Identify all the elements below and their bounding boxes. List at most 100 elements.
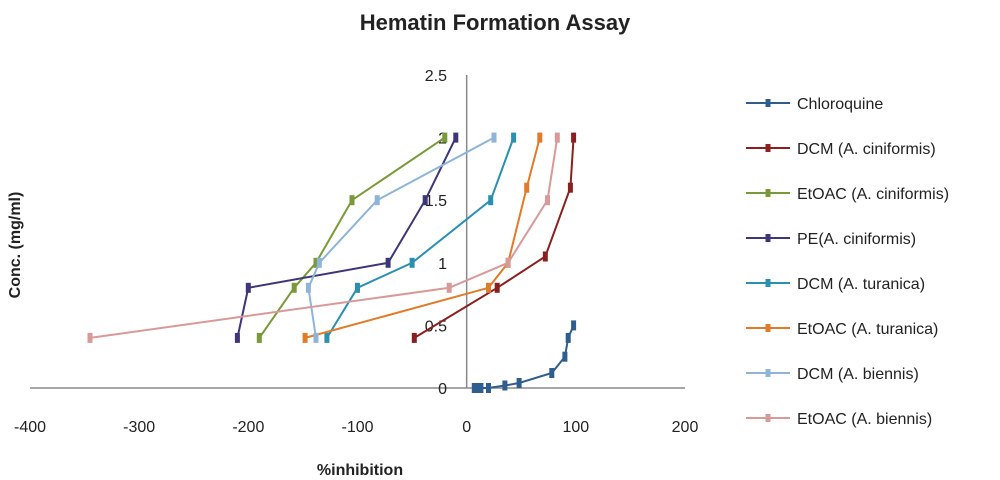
legend-label: PE(A. ciniformis)	[797, 231, 916, 248]
legend-swatch-marker	[765, 234, 771, 242]
axes	[30, 75, 685, 389]
legend-label: DCM (A. biennis)	[797, 366, 919, 383]
legend-label: DCM (A. ciniformis)	[797, 141, 936, 158]
legend-item: EtOAC (A. turanica)	[746, 321, 938, 338]
data-point	[478, 383, 484, 393]
legend-swatch-marker	[765, 324, 771, 332]
data-point	[422, 195, 428, 206]
x-tick-label: -400	[14, 419, 46, 436]
data-point	[453, 132, 459, 143]
data-point	[571, 320, 577, 331]
legend-swatch-marker	[765, 144, 771, 152]
legend-item: DCM (A. ciniformis)	[746, 141, 936, 158]
data-point	[562, 351, 568, 362]
data-point	[516, 378, 522, 388]
data-point	[545, 195, 550, 206]
data-point	[475, 383, 481, 393]
legend-swatch-marker	[765, 369, 771, 377]
data-point	[305, 282, 311, 293]
data-point	[355, 282, 360, 293]
series-3	[256, 132, 448, 343]
data-point	[291, 282, 297, 293]
y-tick-label: 1.5	[425, 193, 447, 210]
data-point	[486, 282, 491, 293]
x-axis-label: %inhibition	[317, 462, 403, 479]
data-point	[486, 383, 491, 393]
y-axis-label: Conc. (mg/ml)	[7, 192, 24, 299]
data-point	[316, 257, 322, 268]
data-point	[505, 257, 511, 268]
data-point	[324, 332, 330, 343]
series-line	[236, 137, 457, 339]
data-point	[349, 195, 355, 206]
legend-item: EtOAC (A. ciniformis)	[746, 186, 949, 203]
y-tick-label: 0.5	[425, 318, 447, 335]
series-6	[302, 132, 543, 343]
data-point	[511, 132, 517, 143]
x-tick-label: -200	[232, 419, 264, 436]
data-point	[442, 132, 448, 143]
data-point	[554, 132, 560, 143]
legend-label: DCM (A. turanica)	[797, 276, 925, 293]
data-point	[502, 380, 508, 391]
legend-item: PE(A. ciniformis)	[746, 231, 916, 248]
data-point	[571, 132, 577, 143]
data-point	[302, 332, 308, 343]
data-point	[87, 332, 93, 343]
x-tick-label: 0	[462, 419, 471, 436]
series-lines	[87, 132, 577, 393]
data-point	[567, 182, 573, 193]
data-point	[256, 332, 262, 343]
legend-item: EtOAC (A. biennis)	[746, 411, 932, 428]
legend-label: EtOAC (A. ciniformis)	[797, 186, 949, 203]
data-point	[374, 195, 380, 206]
x-tick-label: -100	[341, 419, 373, 436]
legend-item: DCM (A. turanica)	[746, 276, 925, 293]
series-5	[324, 132, 517, 343]
data-point	[537, 132, 543, 143]
x-tick-label: 200	[672, 419, 699, 436]
data-point	[549, 368, 555, 378]
legend-label: EtOAC (A. biennis)	[797, 411, 932, 428]
legend-swatch-marker	[765, 99, 771, 107]
data-point	[313, 332, 319, 343]
data-point	[234, 332, 240, 343]
data-point	[313, 257, 319, 268]
series-4	[234, 132, 459, 343]
legend-label: Chloroquine	[797, 96, 883, 113]
data-point	[385, 257, 391, 268]
series-line	[474, 325, 575, 389]
chart-title: Hematin Formation Assay	[360, 10, 631, 35]
data-point	[446, 282, 452, 293]
legend-swatch-marker	[765, 279, 771, 287]
series-line	[304, 137, 541, 339]
series-line	[326, 137, 515, 339]
x-tick-label: -300	[123, 419, 155, 436]
series-1	[471, 320, 577, 393]
legend-label: EtOAC (A. turanica)	[797, 321, 938, 338]
series-7	[305, 132, 497, 343]
legend: Chloroquine DCM (A. ciniformis) EtOAC (A. …	[746, 96, 949, 428]
data-point	[542, 251, 548, 262]
data-point	[411, 332, 417, 343]
y-tick-label: 0	[438, 381, 447, 398]
series-2	[411, 132, 577, 343]
legend-swatch-marker	[765, 189, 771, 197]
series-8	[87, 132, 560, 343]
y-tick-label: 2.5	[425, 68, 447, 85]
data-point	[565, 332, 571, 343]
data-point	[491, 132, 497, 143]
data-point	[409, 257, 415, 268]
data-point	[245, 282, 251, 293]
legend-swatch-marker	[765, 414, 771, 422]
legend-item: Chloroquine	[746, 96, 883, 113]
data-point	[471, 383, 477, 393]
data-point	[488, 195, 494, 206]
y-tick-label: 1	[438, 256, 447, 273]
data-point	[494, 282, 500, 293]
data-point	[524, 182, 530, 193]
x-tick-label: 100	[562, 419, 589, 436]
legend-item: DCM (A. biennis)	[746, 366, 919, 383]
